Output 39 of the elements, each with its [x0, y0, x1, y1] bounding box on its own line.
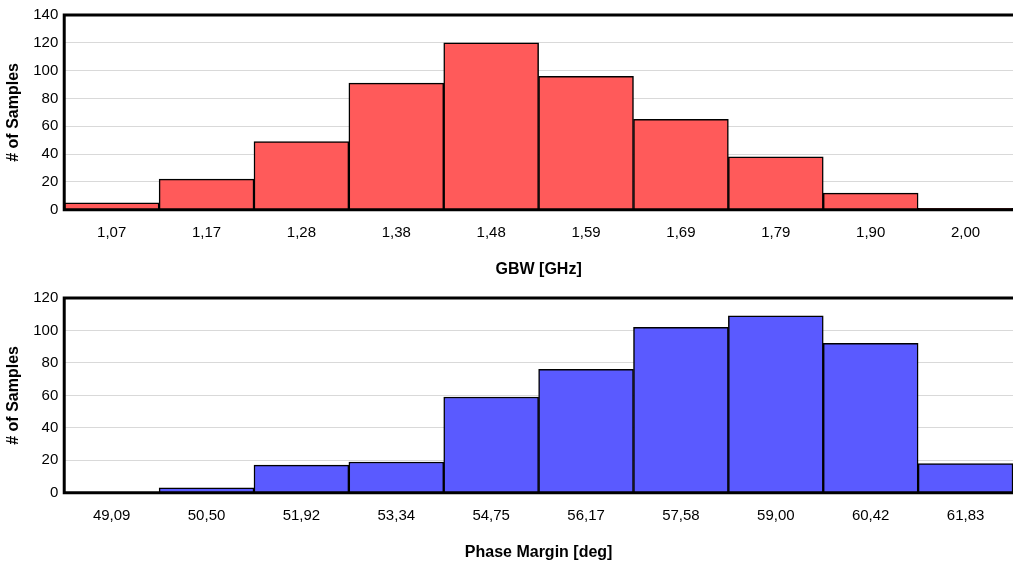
x-tick-label: 1,90 [856, 222, 886, 240]
x-axis-title: Phase Margin [deg] [464, 542, 613, 560]
y-tick-label: 20 [41, 450, 59, 468]
x-tick-label: 1,17 [191, 222, 222, 240]
x-tick-label: 50,50 [187, 505, 226, 523]
x-axis-title: GBW [GHz] [495, 259, 582, 277]
x-tick-label: 2,00 [950, 222, 981, 240]
y-tick-label: 120 [33, 288, 59, 306]
y-tick-label: 40 [41, 418, 59, 436]
x-tick-label: 60,42 [851, 505, 890, 523]
x-tick-label: 57,58 [662, 505, 700, 523]
y-tick-label: 40 [41, 144, 59, 162]
y-tick-label: 80 [41, 353, 59, 371]
y-tick-label: 120 [33, 32, 59, 50]
x-tick-label: 51,92 [282, 505, 321, 523]
y-tick-label: 140 [33, 5, 59, 23]
x-tick-label: 49,09 [92, 505, 131, 523]
y-tick-label: 0 [49, 482, 59, 500]
x-tick-label: 1,69 [666, 222, 696, 240]
y-tick-label: 60 [41, 116, 59, 134]
x-tick-label: 1,48 [476, 222, 506, 240]
x-tick-label: 56,17 [567, 505, 605, 523]
x-tick-label: 1,79 [761, 222, 791, 240]
x-tick-label: 53,34 [377, 505, 416, 523]
y-tick-label: 80 [41, 88, 59, 106]
y-tick-label: 60 [41, 385, 59, 403]
x-tick-label: 1,07 [97, 222, 127, 240]
y-tick-label: 0 [49, 199, 59, 217]
x-tick-label: 1,59 [571, 222, 601, 240]
y-tick-label: 20 [41, 172, 59, 190]
x-tick-label: 1,38 [381, 222, 411, 240]
y-tick-label: 100 [33, 320, 59, 338]
x-tick-label: 59,00 [757, 505, 795, 523]
y-axis-title: # of Samples [4, 62, 22, 162]
x-tick-label: 1,28 [286, 222, 317, 240]
x-tick-label: 54,75 [472, 505, 510, 523]
x-tick-label: 61,83 [946, 505, 985, 523]
y-axis-title: # of Samples [4, 345, 22, 445]
y-tick-label: 100 [33, 60, 59, 78]
